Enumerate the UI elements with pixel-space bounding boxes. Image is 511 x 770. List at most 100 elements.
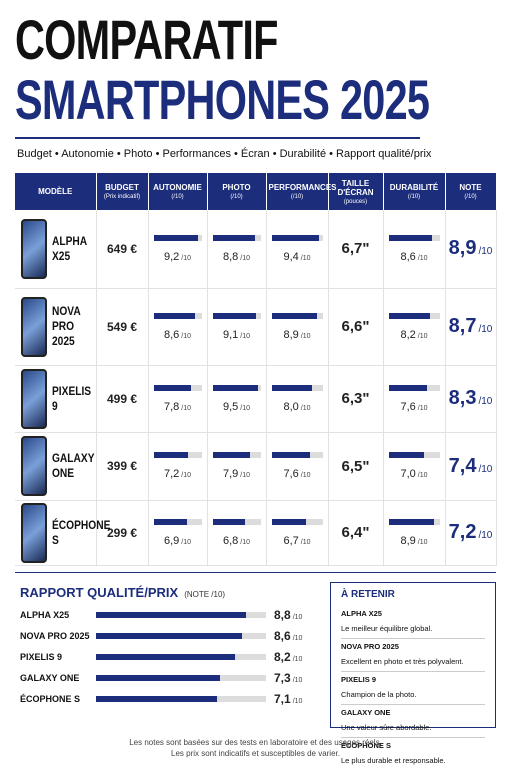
column-subtitle: (/10): [407, 194, 421, 200]
bar-track: [388, 452, 440, 458]
title-line1: COMPARATIF: [15, 8, 278, 71]
value-name: ALPHA X25: [20, 610, 70, 620]
phone-image: [21, 368, 47, 429]
score-scale: /10: [240, 538, 251, 546]
score-scale: /10: [181, 404, 192, 412]
bar: [212, 452, 251, 458]
score: 8,6: [274, 629, 291, 643]
model-name: ALPHA X25: [52, 233, 87, 263]
note-scale: /10: [478, 324, 493, 335]
takeaway: ÉCOPHONE S Le plus durable et responsable…: [341, 737, 485, 770]
score-cell: 8,0/10: [266, 365, 329, 433]
value-score: 8,6/10: [274, 629, 302, 643]
note: 8,3: [448, 387, 477, 409]
bar: [212, 384, 259, 391]
score: 8,8: [222, 250, 239, 263]
model-wrap: GALAXY ONE: [21, 436, 94, 496]
note: 7,2: [448, 521, 477, 543]
takeaway-name: NOVA PRO 2025: [341, 642, 399, 651]
score-scale: /10: [417, 254, 428, 262]
bar-track: [271, 452, 323, 458]
column-subtitle: (Prix indicatif): [103, 194, 141, 200]
score: 7,3: [274, 671, 291, 685]
bar-track: [96, 612, 266, 618]
score-cell: 7,6/10: [383, 365, 446, 433]
takeaway: GALAXY ONE Une valeur sûre abordable.: [341, 704, 485, 737]
score-cell: 8,9/10: [383, 500, 446, 566]
column-title: PHOTO: [222, 183, 251, 192]
score-cell: 8,2/10: [383, 288, 446, 366]
value-name: ÉCOPHONE S: [20, 694, 81, 704]
score: 9,1: [222, 328, 239, 341]
takeaway-text: Champion de la photo.: [341, 690, 417, 699]
bar-track: [153, 312, 202, 319]
bar: [212, 518, 246, 525]
bar: [96, 675, 221, 681]
bar: [96, 612, 246, 618]
score-scale: /10: [417, 404, 428, 412]
model-name: NOVA PRO 2025: [52, 304, 81, 348]
column-header: NOTE (/10): [445, 173, 497, 210]
price-cell: 299 €: [96, 500, 149, 566]
takeaway: NOVA PRO 2025 Excellent en photo et très …: [341, 638, 485, 671]
score: 7,6: [400, 400, 416, 413]
phone-image: [21, 218, 47, 279]
score-scale: /10: [240, 254, 251, 262]
bar: [271, 384, 313, 391]
phone-image: [21, 296, 47, 357]
score: 8,6: [400, 250, 416, 263]
table-row: ÉCOPHONE S 299 €6,9/10 6,8/10 6,7/10 6,4" 8,9…: [15, 500, 497, 566]
takeaway-name: PIXELIS 9: [341, 675, 377, 684]
column-header: MODÈLE: [15, 173, 97, 210]
bar: [388, 384, 428, 391]
value-subtitle: (NOTE /10): [184, 590, 226, 599]
value-name: NOVA PRO 2025: [20, 631, 90, 641]
bar-track: [271, 384, 323, 391]
bar-track: [388, 518, 440, 525]
score-scale: /10: [292, 635, 303, 642]
table-row: PIXELIS 9 499 €7,8/10 9,5/10 8,0/10 6,3" 7,6/…: [15, 365, 497, 433]
screen-size: 6,3": [341, 390, 370, 407]
score-scale: /10: [300, 254, 311, 262]
bar: [153, 312, 195, 319]
score-scale: /10: [181, 472, 192, 479]
score-scale: /10: [292, 656, 303, 663]
bar: [212, 234, 255, 241]
screen-cell: 6,7": [328, 210, 384, 289]
model-name: PIXELIS 9: [52, 383, 92, 413]
score: 8,0: [283, 400, 299, 413]
bar-track: [271, 518, 323, 525]
score: 8,8: [274, 608, 291, 622]
bar-track: [96, 696, 266, 702]
model-name: GALAXY ONE: [52, 451, 95, 480]
value-score: 7,3/10: [274, 671, 302, 685]
score: 6,8: [222, 534, 239, 547]
score: 8,9: [400, 534, 416, 547]
price: 549 €: [106, 319, 138, 334]
score-cell: 8,8/10: [207, 210, 267, 289]
column-header: TAILLE D'ÉCRAN (pouces): [328, 173, 384, 210]
bar: [271, 452, 311, 458]
phone-image: [21, 436, 47, 496]
value-name: GALAXY ONE: [20, 673, 80, 683]
column-title: BUDGET: [105, 183, 139, 192]
model-cell: PIXELIS 9: [15, 365, 97, 433]
takeaway: PIXELIS 9 Champion de la photo.: [341, 671, 485, 704]
note-cell: 7,2/10: [445, 500, 497, 566]
column-header: PERFORMANCES (/10): [266, 173, 337, 210]
note-cell: 8,7/10: [445, 288, 497, 366]
score-cell: 7,6/10: [266, 432, 329, 501]
screen-size: 6,5": [341, 457, 370, 475]
value-row: ÉCOPHONE S 7,1/10: [20, 691, 310, 707]
score-cell: 6,9/10: [148, 500, 208, 566]
bar: [388, 518, 434, 525]
screen-size: 6,7": [341, 240, 370, 258]
divider: [15, 572, 496, 573]
bar: [153, 452, 189, 458]
column-subtitle: (pouces): [343, 198, 368, 205]
bar-track: [153, 518, 202, 525]
score: 8,2: [400, 328, 416, 341]
note: 8,9: [448, 237, 477, 260]
bar: [153, 518, 187, 525]
